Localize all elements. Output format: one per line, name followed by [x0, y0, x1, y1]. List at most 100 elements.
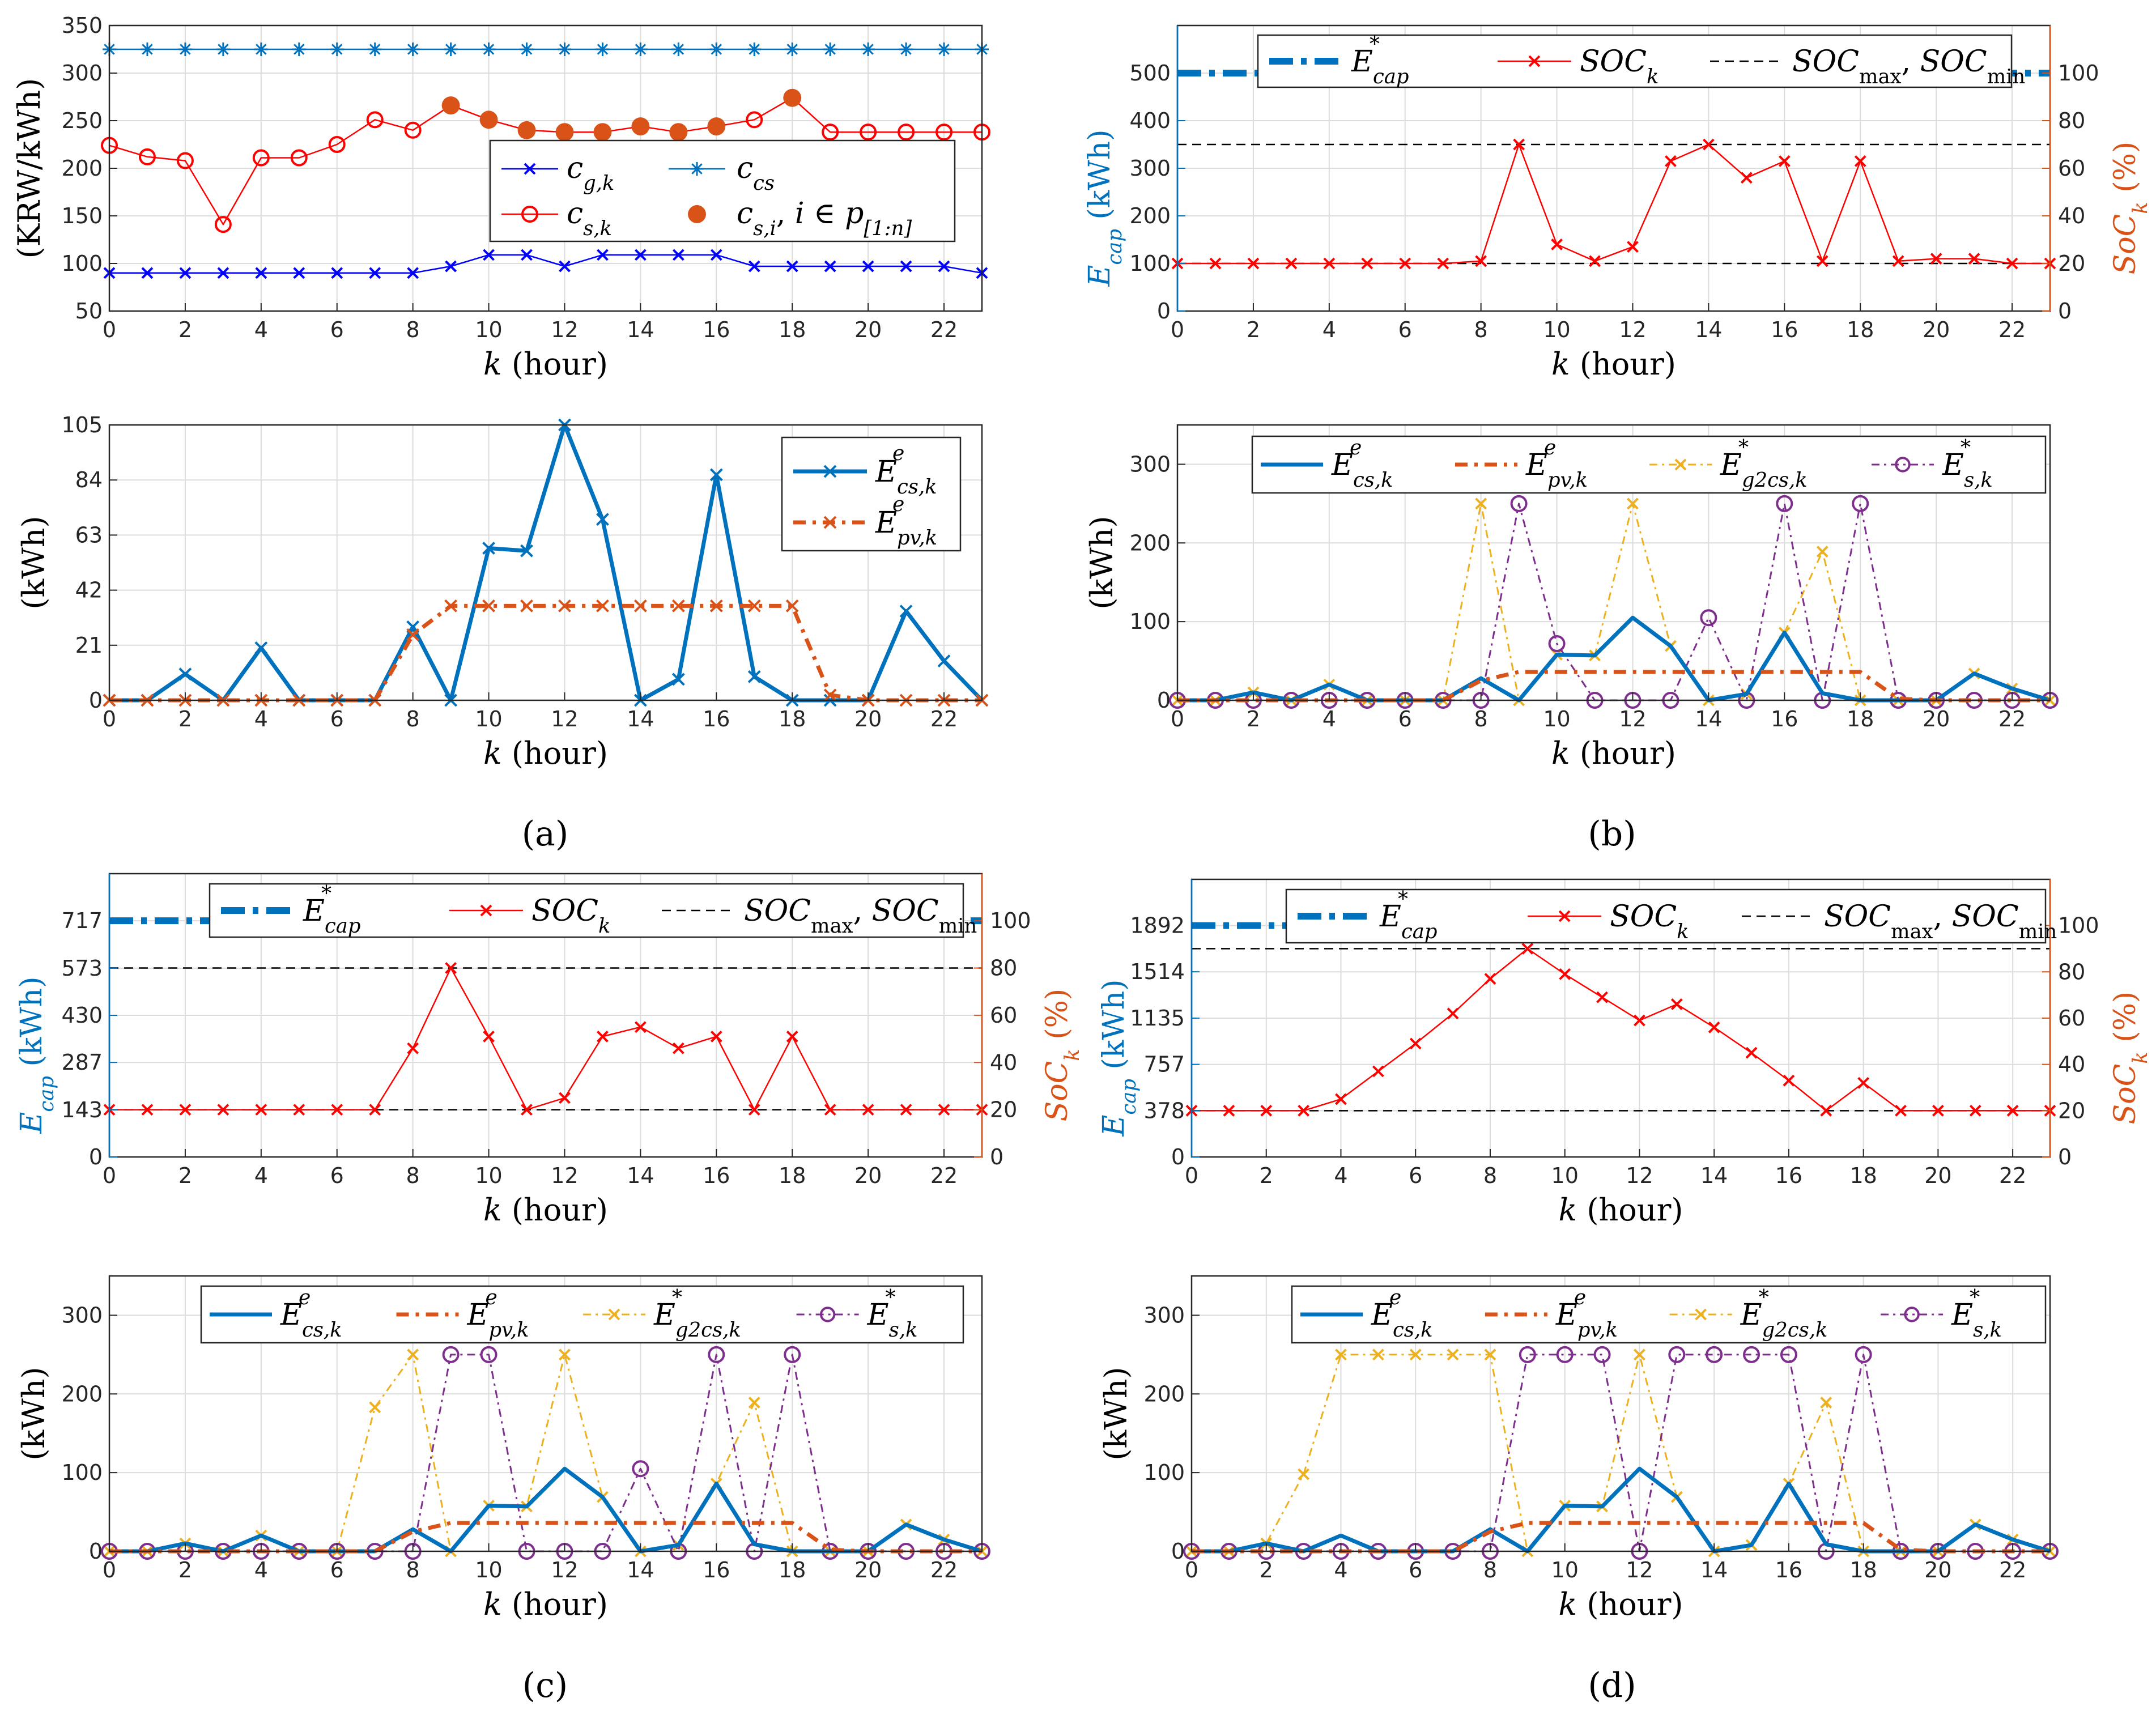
chart-b-top-legend: Ecap* SOCk SOCmax, SOCmin [1257, 33, 2025, 88]
series-c-cs-marker [330, 42, 344, 56]
chart-d-bottom-es-marker [1780, 1346, 1797, 1363]
series-c-gk-marker [862, 260, 874, 273]
series-c-gk-marker [179, 267, 192, 279]
legend-c-cs-marker [690, 162, 704, 176]
chart-b-top-xtick-label: 8 [1474, 317, 1488, 342]
chart-c-top-soc-marker [255, 1104, 267, 1116]
chart-b-bottom-xtick-label: 0 [1171, 707, 1184, 731]
caption-c: (c) [522, 1666, 568, 1705]
chart-d-top-soc-marker [1260, 1104, 1273, 1117]
chart-a-bottom-ecs-marker [937, 654, 951, 667]
chart-c-top-legend-soc-marker [480, 904, 492, 917]
chart-c-bottom-xtick-label: 22 [930, 1558, 958, 1582]
chart-b-bottom-xtick-label: 12 [1619, 707, 1646, 731]
series-c-gk-marker [141, 267, 154, 279]
a-top-xtick-label: 8 [406, 317, 420, 342]
series-c-cs-marker [482, 42, 496, 56]
chart-b-top-legend-cap-label: Ecap [1351, 45, 1409, 88]
chart-b-top-xtick-label: 0 [1171, 317, 1184, 342]
chart-d-top-rtick-label: 100 [2058, 913, 2099, 938]
a-top-ytick-label: 350 [61, 13, 103, 38]
chart-a-bottom-frame [108, 424, 983, 701]
chart-b-top-rtick-label: 20 [2058, 251, 2085, 276]
chart-a-bottom-epv-marker [633, 599, 647, 612]
chart-b-top-legend-socmm-label: SOCmax, SOCmin [1792, 45, 2025, 88]
a-top-xtick-label: 2 [178, 317, 192, 342]
chart-b-top-ytick-label: 400 [1129, 108, 1171, 133]
chart-c-top-soc-marker [748, 1104, 760, 1116]
chart-a-bottom-ytick-label: 21 [75, 633, 103, 658]
chart-c-top-soc-marker [824, 1104, 836, 1116]
chart-c-bottom-legend-es-label: Es,k [867, 1298, 918, 1342]
chart-d-bottom-legend-ecs-sup: e [1389, 1286, 1401, 1309]
series-c-sk-marker [176, 152, 194, 169]
chart-d-bottom-ytick-label: 300 [1143, 1303, 1185, 1327]
chart-b-top-xtick-label: 14 [1695, 317, 1722, 342]
chart-d-bottom-legend-epv-sup: e [1574, 1286, 1586, 1309]
chart-b-bottom-frame [1176, 424, 2051, 701]
a-top-ytick-label: 100 [61, 251, 103, 276]
legend-c-sk-label: cs,k [567, 197, 612, 240]
chart-a-bottom-xtick-label: 8 [406, 707, 420, 731]
chart-d-top-ytick-label: 1135 [1130, 1006, 1185, 1031]
chart-d-top-soc-marker [1895, 1104, 1907, 1117]
chart-c-bottom-es-marker [632, 1460, 649, 1478]
series-c-si-marker [479, 110, 498, 129]
chart-b-bottom-legend-epv-label: Epv,k [1525, 448, 1588, 492]
chart-b-top-xtick-label: 20 [1923, 317, 1950, 342]
chart-d-bottom-xtick-label: 18 [1849, 1558, 1877, 1582]
series-c-gk-marker [938, 260, 950, 273]
chart-b-bottom-xtick-label: 14 [1695, 707, 1722, 731]
series-c-sk-marker [252, 149, 270, 167]
chart-b-bottom-xtick-label: 10 [1543, 707, 1570, 731]
chart-c-top-ytick-label: 573 [61, 956, 103, 981]
chart-a-bottom-ytick-label: 105 [61, 412, 103, 437]
series-c-cs-marker [861, 42, 875, 56]
chart-d-top-ylabel-right: SoCk (%) [2108, 992, 2152, 1125]
chart-d-top-soc-marker [1670, 998, 1683, 1010]
chart-b-top-legend-soc-label: SOCk [1580, 45, 1659, 88]
chart-b-bottom-ytick-label: 200 [1129, 530, 1171, 555]
series-c-si-marker [441, 96, 460, 115]
chart-d-top-ylabel-left: Ecap (kWh) [1097, 979, 1141, 1137]
chart-d-top-legend-cap-sup: * [1398, 888, 1408, 911]
chart-c-bottom-eg2cs-marker [559, 1348, 571, 1361]
chart-d-bottom-xtick-label: 0 [1185, 1558, 1198, 1582]
chart-a-bottom-xlabel: k (hour) [483, 735, 608, 771]
chart-d-bottom-legend-ecs-label: Ecs,k [1371, 1298, 1433, 1342]
a-top-ytick-label: 200 [61, 156, 103, 181]
chart-d-bottom-epv-line [1192, 1521, 2050, 1554]
chart-d-top-soc-marker [1409, 1037, 1422, 1050]
legend-c-gk-marker [524, 163, 536, 175]
chart-c-top-rtick-label: 100 [990, 908, 1031, 933]
caption-d: (d) [1588, 1666, 1636, 1705]
chart-d-top-soc-marker [1223, 1104, 1235, 1117]
chart-d-top-xtick-label: 18 [1849, 1163, 1877, 1188]
chart-c-bottom-xtick-label: 14 [627, 1558, 654, 1582]
chart-d-bottom-xtick-label: 20 [1924, 1558, 1951, 1582]
a-top-xtick-label: 18 [779, 317, 806, 342]
chart-a-bottom-ecs-marker [671, 673, 685, 686]
chart-c-bottom-xtick-label: 2 [178, 1558, 192, 1582]
chart-d-bottom-es-marker [1556, 1346, 1574, 1363]
chart-b-top-legend-cap-sup: * [1370, 33, 1380, 56]
chart-a-bottom-epv-marker [709, 599, 723, 612]
chart-b-bottom-legend-eg2cs-sup: * [1738, 436, 1749, 459]
chart-c-top-soc-marker [786, 1030, 798, 1043]
chart-d-top-legend-socmm-label: SOCmax, SOCmin [1824, 900, 2057, 943]
legend-c-si-label: cs,i, i ∈ p[1:n] [737, 197, 912, 240]
chart-d-top-ytick-label: 757 [1143, 1052, 1185, 1077]
chart-b-top-ytick-label: 300 [1129, 156, 1171, 181]
chart-b-top-soc-marker [1399, 257, 1411, 270]
chart-d-top-ytick-label: 378 [1143, 1098, 1185, 1123]
chart-c-top-ylabel-left: Ecap (kWh) [15, 976, 58, 1134]
chart-c-top-soc-marker [559, 1092, 571, 1104]
chart-b-bottom-eg2cs-line [1177, 503, 2051, 701]
a-top-xtick-label: 22 [930, 317, 958, 342]
chart-b-top-xtick-label: 10 [1543, 317, 1570, 342]
series-c-sk-marker [214, 216, 232, 233]
chart-a-bottom-ecs-marker [747, 670, 761, 683]
